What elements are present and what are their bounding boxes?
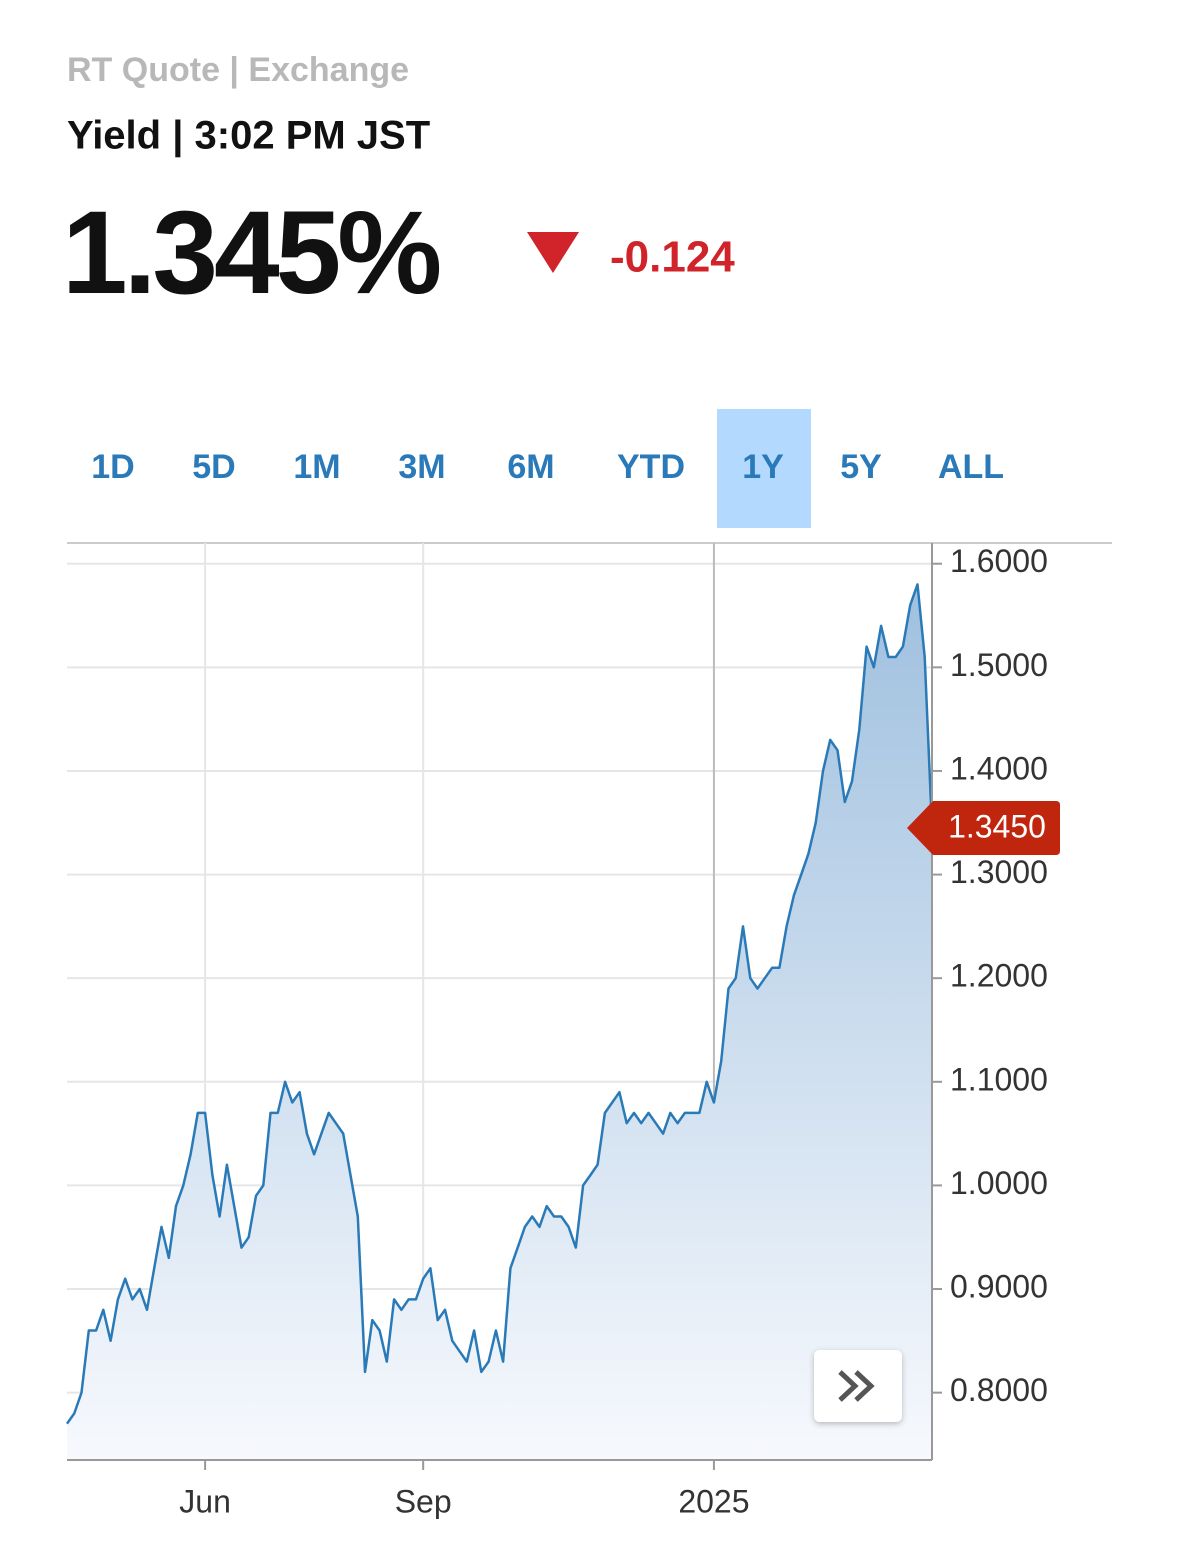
tab[interactable]: YTD <box>617 448 685 486</box>
y-tick-label: 1.2000 <box>950 958 1048 994</box>
y-tick-label: 1.6000 <box>950 543 1048 579</box>
y-tick-label: 1.3000 <box>950 854 1048 890</box>
y-tick-label: 1.1000 <box>950 1061 1048 1097</box>
y-tick-label: 1.4000 <box>950 750 1048 786</box>
expand-button[interactable] <box>814 1350 902 1422</box>
x-tick-label: Sep <box>395 1483 452 1519</box>
current-label: 1.3450 <box>948 808 1046 844</box>
y-tick-label: 1.5000 <box>950 647 1048 683</box>
tab[interactable]: 5Y <box>840 448 882 486</box>
y-tick-label: 0.9000 <box>950 1268 1048 1304</box>
down-arrow <box>527 232 579 273</box>
source: RT Quote | Exchange <box>67 51 409 89</box>
line <box>65 583 934 1425</box>
tab[interactable]: 1D <box>91 448 134 486</box>
tab[interactable]: 3M <box>398 448 445 486</box>
subtitle: Yield | 3:02 PM JST <box>67 114 430 158</box>
tab[interactable]: ALL <box>938 448 1004 486</box>
tab[interactable]: 6M <box>507 448 554 486</box>
price: 1.345% <box>62 187 439 319</box>
x-tick-label: Jun <box>179 1483 231 1519</box>
active-tab-bg[interactable] <box>717 409 811 528</box>
tab[interactable]: 5D <box>192 448 235 486</box>
area-fill <box>67 584 932 1460</box>
y-tick-label: 0.8000 <box>950 1372 1048 1408</box>
tab[interactable]: 1Y <box>742 448 784 486</box>
change: -0.124 <box>610 233 735 282</box>
chevrons[interactable] <box>838 1370 875 1402</box>
chart: 0.8000 0.9000 1.0000 1.1000 1.2000 1.3000 1.40… <box>65 542 1112 1519</box>
x-tick-label: 2025 <box>678 1483 749 1519</box>
tab[interactable]: 1M <box>293 448 340 486</box>
tab-bar: 1D 5D 1M 3M 6M YTD 1Y 5Y ALL <box>91 409 1004 528</box>
current-tag <box>907 800 1060 855</box>
y-tick-label: 1.0000 <box>950 1165 1048 1201</box>
